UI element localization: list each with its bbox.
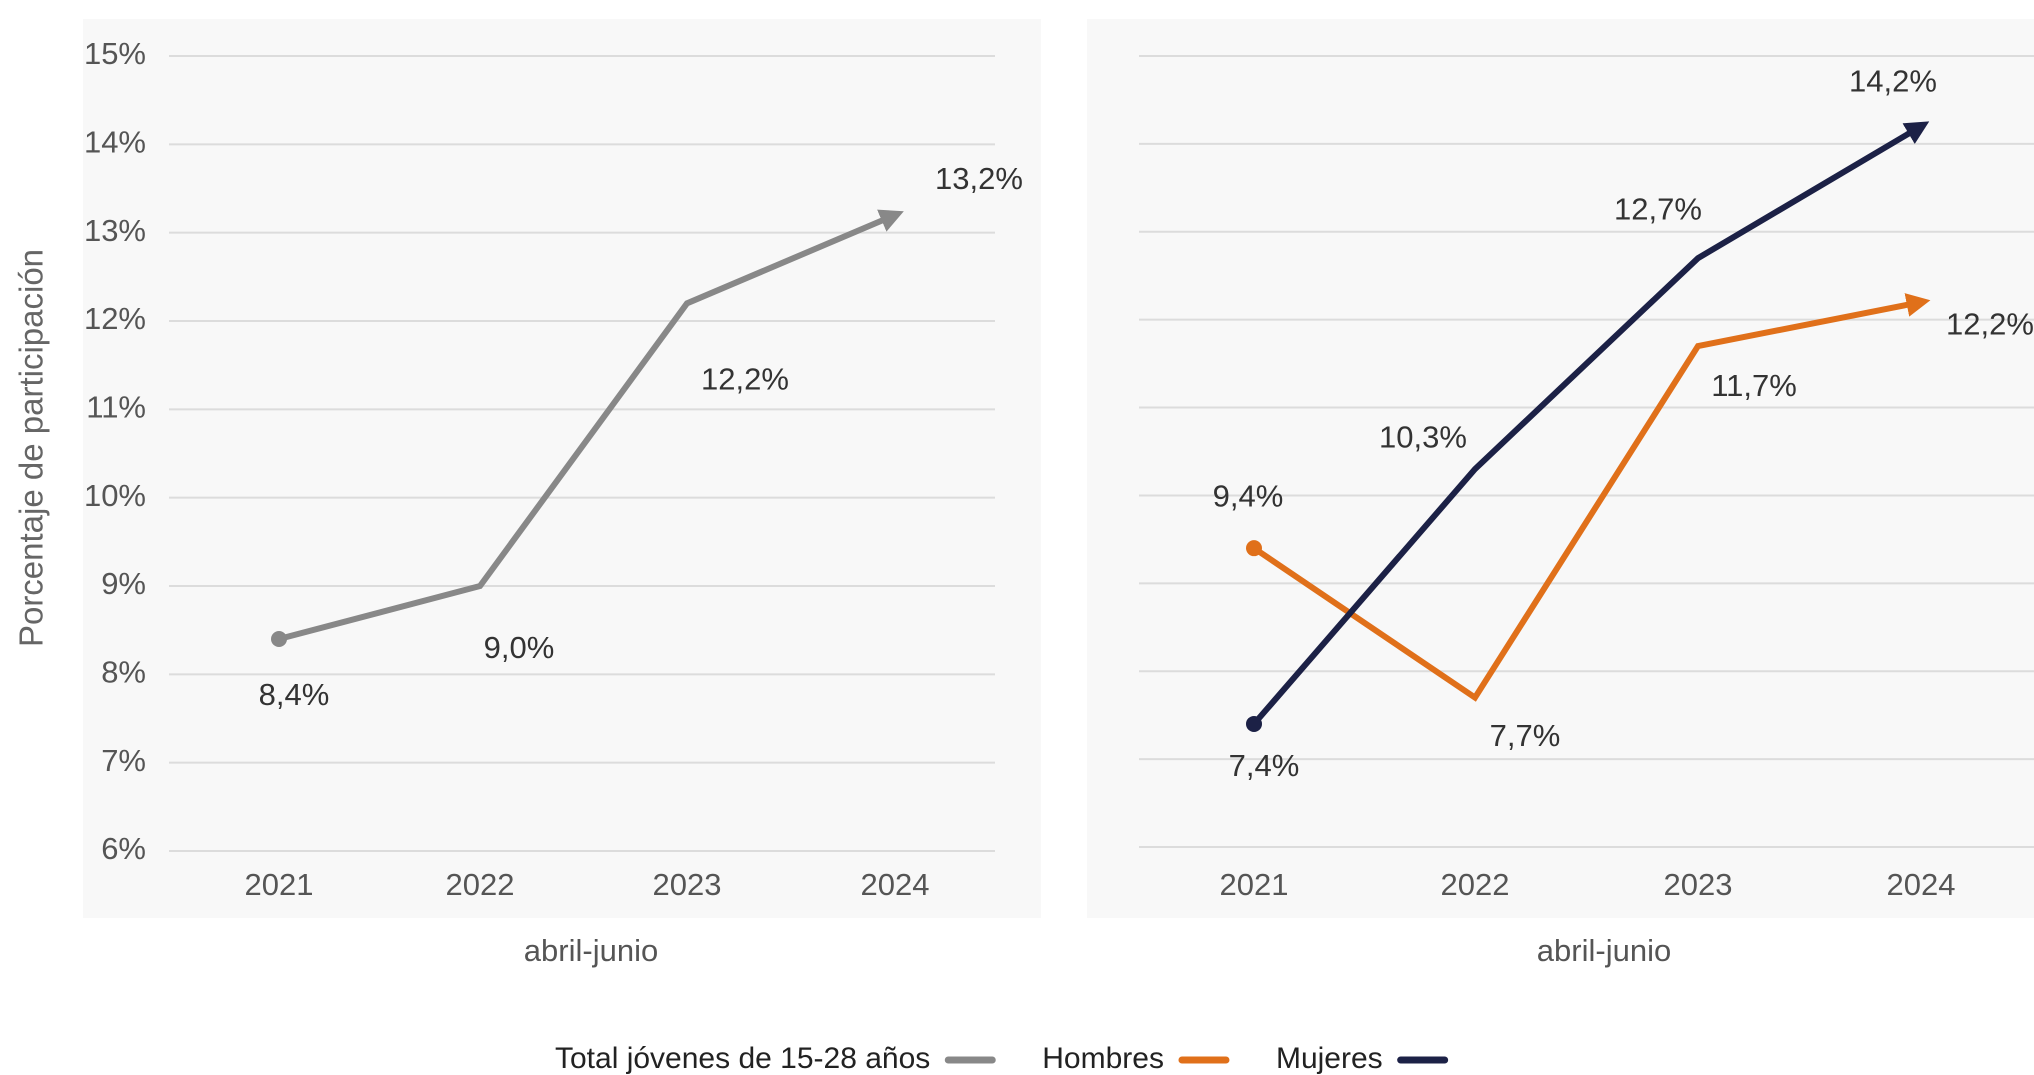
data-label: 7,4% bbox=[1229, 748, 1300, 783]
x-tick-label: 2022 bbox=[446, 867, 515, 902]
line bbox=[278, 209, 904, 642]
legend-label: Total jóvenes de 15-28 años bbox=[555, 1042, 930, 1075]
y-tick-label: 7% bbox=[101, 743, 146, 778]
y-tick-label: 14% bbox=[84, 125, 146, 160]
data-label: 12,7% bbox=[1614, 191, 1702, 226]
data-label: 9,0% bbox=[484, 630, 555, 665]
start-dot bbox=[1246, 715, 1262, 732]
y-tick-label: 10% bbox=[84, 478, 146, 513]
y-tick-label: 9% bbox=[101, 566, 146, 601]
data-label: 7,7% bbox=[1490, 718, 1561, 753]
data-label: 10,3% bbox=[1379, 419, 1467, 454]
panel-background bbox=[1087, 19, 2034, 918]
start-dot bbox=[1246, 540, 1262, 557]
x-tick-label: 2022 bbox=[1441, 867, 1510, 902]
x-axis-title: abril-junio bbox=[1537, 933, 1671, 968]
legend-label: Hombres bbox=[1042, 1042, 1164, 1075]
line bbox=[1252, 293, 1931, 702]
data-label: 9,4% bbox=[1213, 478, 1284, 513]
data-label: 8,4% bbox=[259, 677, 330, 712]
x-tick-label: 2024 bbox=[1887, 867, 1956, 902]
x-axis-title: abril-junio bbox=[524, 933, 658, 968]
x-tick-label: 2021 bbox=[1220, 867, 1289, 902]
start-dot bbox=[271, 631, 287, 647]
x-tick-label: 2021 bbox=[245, 867, 314, 902]
x-tick-label: 2023 bbox=[1664, 867, 1733, 902]
x-tick-label: 2023 bbox=[653, 867, 722, 902]
line bbox=[1251, 121, 1930, 726]
y-tick-label: 8% bbox=[101, 655, 146, 690]
y-axis-title: Porcentaje de participación bbox=[13, 249, 50, 647]
y-tick-label: 13% bbox=[84, 213, 146, 248]
data-label: 11,7% bbox=[1711, 368, 1797, 403]
data-label: 13,2% bbox=[935, 161, 1023, 196]
panel-background bbox=[83, 19, 1041, 918]
y-tick-label: 12% bbox=[84, 301, 146, 336]
data-label: 12,2% bbox=[701, 362, 789, 397]
y-tick-label: 15% bbox=[84, 36, 146, 71]
x-tick-label: 2024 bbox=[861, 867, 930, 902]
y-tick-label: 11% bbox=[86, 390, 146, 425]
legend-label: Mujeres bbox=[1276, 1042, 1383, 1075]
data-label: 12,2% bbox=[1946, 306, 2034, 341]
data-label: 14,2% bbox=[1849, 63, 1937, 98]
y-tick-label: 6% bbox=[101, 831, 146, 866]
